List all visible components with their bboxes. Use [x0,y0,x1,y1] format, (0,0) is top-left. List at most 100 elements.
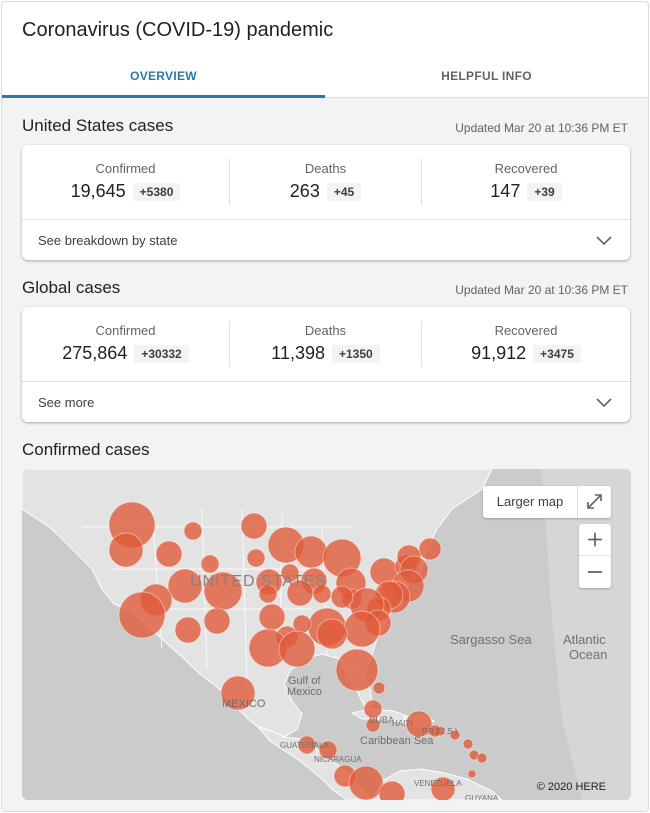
case-marker[interactable] [108,532,144,568]
stat-label: Deaths [304,323,347,338]
case-marker[interactable] [405,710,433,738]
us-cases-card: Confirmed 19,645 +5380 Deaths 263 +45 Reco… [22,145,630,260]
case-marker[interactable] [316,618,348,650]
larger-map-label: Larger map [483,486,578,518]
case-marker[interactable] [183,521,203,541]
global-deaths-stat: Deaths 11,398 +1350 [229,321,422,367]
zoom-out-icon[interactable] [579,556,611,588]
us-stats-row: Confirmed 19,645 +5380 Deaths 263 +45 Reco… [22,145,630,220]
stat-delta: +45 [326,182,362,201]
case-marker[interactable] [118,591,166,639]
confirmed-cases-map[interactable]: UNITED STATES Sargasso Sea Atlantic Ocea… [22,469,631,800]
map-label-atlantic-1: Atlantic [563,632,606,647]
tab-overview[interactable]: OVERVIEW [130,69,197,83]
case-marker[interactable] [418,537,442,561]
stat-delta: +1350 [332,344,380,363]
case-marker[interactable] [246,548,266,568]
see-breakdown-by-state-button[interactable]: See breakdown by state [22,220,630,260]
global-recovered-stat: Recovered 91,912 +3475 [422,307,630,382]
map-label-venezuela: VENEZUELA [414,779,462,788]
stat-value: 19,645 [70,181,126,201]
chevron-down-icon [596,398,612,408]
expand-label: See breakdown by state [38,233,178,248]
map-label-mexico: MEXICO [222,698,266,710]
case-marker[interactable] [348,765,384,800]
case-marker[interactable] [174,616,202,644]
stat-label: Recovered [494,161,558,176]
map-copyright: © 2020 HERE [536,781,606,793]
map-label-cuba: CUBA [369,715,395,725]
tab-helpful-info[interactable]: HELPFUL INFO [441,69,532,83]
case-marker[interactable] [449,729,461,741]
stat-label: Confirmed [95,323,156,338]
case-marker[interactable] [297,735,317,755]
stat-value: 275,864 [62,343,128,363]
confirmed-cases-title: Confirmed cases [22,440,150,459]
map-label-sargasso: Sargasso Sea [450,632,532,647]
case-marker[interactable] [476,752,488,764]
us-confirmed-stat: Confirmed 19,645 +5380 [22,145,229,220]
case-marker[interactable] [372,681,386,695]
global-cases-card: Confirmed 275,864 +30332 Deaths 11,398 +13… [22,307,630,422]
global-stats-row: Confirmed 275,864 +30332 Deaths 11,398 +13… [22,307,630,382]
map-label-haiti: HAITI [392,719,413,728]
case-marker[interactable] [220,675,256,711]
expand-icon [587,494,602,509]
see-more-button[interactable]: See more [22,382,630,422]
global-confirmed-stat: Confirmed 275,864 +30332 [22,307,229,382]
case-marker[interactable] [200,554,220,574]
map-label-guatemala: GUATEMALA [280,741,329,750]
map-label-atlantic-2: Ocean [569,647,608,662]
case-marker[interactable] [278,630,316,668]
global-cases-title: Global cases [22,278,121,297]
zoom-control [579,524,611,588]
us-updated-time: Updated Mar 20 at 10:36 PM ET [455,121,628,135]
case-markers [108,501,488,800]
case-marker[interactable] [258,603,286,631]
stat-value: 147 [490,181,521,201]
map-label-country: UNITED STATES [190,573,327,590]
stat-value: 263 [289,181,320,201]
case-marker[interactable] [286,579,314,607]
us-cases-title: United States cases [22,116,174,135]
map-label-caribbean: Caribbean Sea [360,735,434,747]
case-marker[interactable] [330,585,354,609]
case-marker[interactable] [430,776,456,800]
us-deaths-stat: Deaths 263 +45 [229,159,422,205]
chevron-down-icon [596,236,612,246]
expand-label: See more [38,395,95,410]
stat-value: 91,912 [471,343,527,363]
map-label-pr: P.R.(U.S.) [422,727,458,736]
case-marker[interactable] [467,769,477,779]
case-marker[interactable] [365,717,381,733]
case-marker[interactable] [318,740,338,760]
case-marker[interactable] [378,780,406,800]
case-marker[interactable] [335,648,379,692]
case-marker[interactable] [343,610,381,648]
zoom-in-icon[interactable] [579,524,611,556]
case-marker[interactable] [155,540,183,568]
page-title: Coronavirus (COVID-19) pandemic [22,19,334,41]
map-label-guyana: GUYANA [465,794,499,800]
map-label-gulf-2: Mexico [287,686,322,698]
stat-delta: +30332 [134,344,189,363]
case-marker[interactable] [462,738,474,750]
active-tab-indicator [2,95,325,98]
stat-delta: +3475 [533,344,581,363]
global-updated-time: Updated Mar 20 at 10:36 PM ET [455,283,628,297]
case-marker[interactable] [258,584,278,604]
case-marker[interactable] [240,512,268,540]
map-label-nicaragua: NICARAGUA [314,755,362,764]
case-marker[interactable] [294,535,328,569]
stat-value: 11,398 [271,343,325,363]
case-marker[interactable] [428,724,442,738]
case-marker[interactable] [280,563,300,583]
stat-delta: +39 [527,182,562,201]
stat-delta: +5380 [132,182,181,201]
map-label-gulf-1: Gulf of [288,675,321,687]
larger-map-button[interactable]: Larger map [483,486,611,518]
case-marker[interactable] [203,607,231,635]
stat-label: Confirmed [95,161,156,176]
case-marker[interactable] [167,568,203,604]
